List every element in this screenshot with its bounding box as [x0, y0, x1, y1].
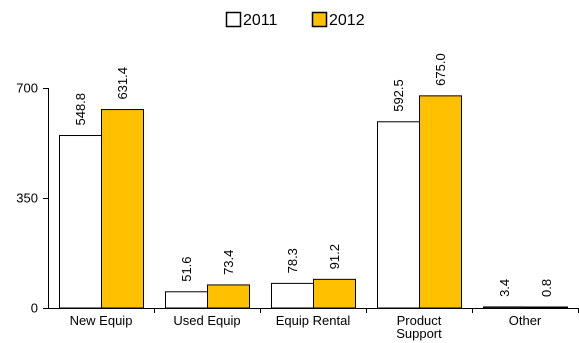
plot-area: 0 350 700 548.8 631.4 New Equip 51.6 73.4 Used E… — [16, 53, 579, 341]
x-category-label: Used Equip — [173, 313, 240, 328]
data-label: 592.5 — [391, 79, 406, 112]
data-label: 78.3 — [285, 248, 300, 273]
data-label: 0.8 — [539, 279, 554, 297]
y-tick-label: 350 — [16, 191, 38, 206]
data-label: 548.8 — [73, 93, 88, 126]
data-label: 631.4 — [115, 67, 130, 100]
data-label: 675.0 — [433, 53, 448, 86]
data-label: 73.4 — [221, 250, 236, 275]
legend-swatch-2011 — [225, 11, 242, 28]
y-tick-label: 0 — [31, 301, 38, 316]
bar-2012-3 — [419, 95, 462, 309]
bar-2011-3 — [377, 121, 420, 309]
bar-2012-0 — [101, 109, 144, 309]
data-label: 91.2 — [327, 244, 342, 269]
bar-2011-0 — [59, 135, 102, 309]
bar-2012-1 — [207, 284, 250, 309]
x-category-label: Other — [509, 313, 542, 328]
x-category-label: Product — [397, 313, 442, 328]
x-category-label: Support — [396, 326, 442, 341]
bar-2012-4 — [525, 306, 568, 309]
data-label: 3.4 — [497, 279, 512, 297]
legend-label-2011: 2011 — [243, 12, 278, 29]
bar-2012-2 — [313, 278, 356, 309]
legend-swatch-2012 — [311, 11, 328, 28]
y-tick-label: 700 — [16, 81, 38, 96]
x-category-label: Equip Rental — [276, 313, 351, 328]
legend: 2011 2012 — [225, 11, 365, 29]
x-category-label: New Equip — [70, 313, 133, 328]
data-label: 51.6 — [179, 256, 194, 281]
bar-2011-2 — [271, 282, 314, 309]
bar-2011-4 — [483, 306, 526, 309]
bar-2011-1 — [165, 291, 208, 309]
legend-label-2012: 2012 — [329, 12, 365, 29]
